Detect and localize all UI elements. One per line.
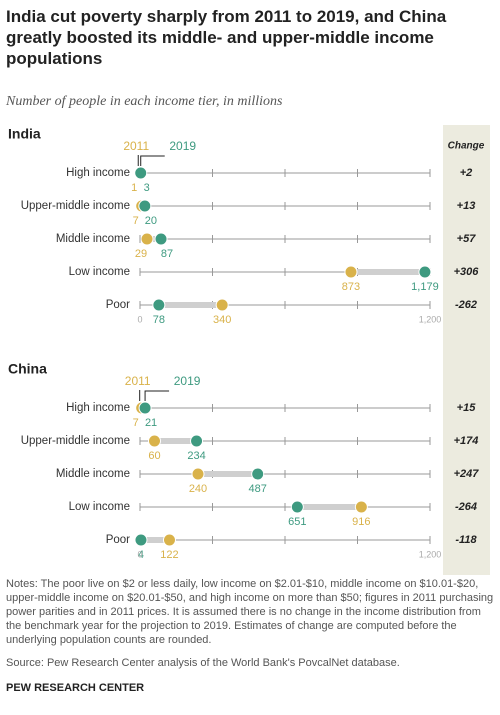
category-label: Low income	[69, 266, 130, 278]
category-label: Upper-middle income	[21, 200, 130, 212]
value-label: 234	[187, 450, 205, 462]
change-label: +2	[460, 167, 473, 179]
value-label: 20	[145, 215, 157, 227]
change-label: +306	[454, 266, 480, 278]
change-label: -262	[455, 299, 477, 311]
change-column	[443, 125, 490, 575]
dot	[251, 467, 265, 481]
range-bar	[147, 236, 162, 242]
chart-title: India	[8, 126, 41, 142]
value-label: 1,179	[411, 281, 439, 293]
legend-label: 2011	[125, 374, 151, 388]
category-label: Upper-middle income	[21, 435, 130, 447]
category-label: High income	[66, 402, 130, 414]
dot	[290, 500, 304, 514]
source: Source: Pew Research Center analysis of …	[6, 657, 400, 669]
value-label: 60	[148, 450, 160, 462]
value-label: 29	[135, 248, 147, 260]
legend-leader	[144, 390, 170, 401]
category-label: Middle income	[56, 468, 130, 480]
value-label: 873	[342, 281, 360, 293]
legend-label: 2019	[174, 374, 201, 388]
subtitle: Number of people in each income tier, in…	[6, 94, 283, 109]
value-label: 487	[249, 483, 267, 495]
value-label: 78	[153, 314, 165, 326]
dot	[162, 533, 176, 547]
category-label: High income	[66, 167, 130, 179]
credit: PEW RESEARCH CENTER	[6, 682, 145, 694]
value-label: 21	[145, 417, 157, 429]
legend-leader	[140, 155, 165, 166]
dot	[344, 265, 358, 279]
value-label: 4	[138, 549, 144, 561]
category-label: Middle income	[56, 233, 130, 245]
range-bar	[158, 302, 223, 308]
dot	[140, 232, 154, 246]
change-label: +57	[457, 233, 477, 245]
legend-label: 2019	[169, 139, 196, 153]
notes: Notes: The poor live on $2 or less daily…	[6, 578, 494, 646]
value-label: 87	[161, 248, 173, 260]
change-label: -264	[455, 501, 477, 513]
x-tick-label: 1,200	[419, 314, 442, 324]
x-tick-label: 0	[137, 549, 142, 559]
chart-title: China	[8, 361, 47, 377]
value-label: 7	[133, 417, 139, 429]
dot	[134, 533, 148, 547]
dot	[418, 265, 432, 279]
dot	[190, 434, 204, 448]
dot	[354, 500, 368, 514]
x-tick-label: 0	[137, 314, 142, 324]
range-bar	[198, 471, 258, 477]
dot	[215, 298, 229, 312]
category-label: Poor	[106, 299, 130, 311]
range-bar	[140, 537, 170, 543]
dot	[138, 401, 152, 415]
title: India cut poverty sharply from 2011 to 2…	[6, 7, 447, 68]
range-bar	[350, 269, 425, 275]
value-label: 1	[131, 182, 137, 194]
change-label: +15	[457, 402, 477, 414]
value-label: 916	[352, 516, 370, 528]
change-label: -118	[455, 534, 477, 546]
dot	[134, 166, 148, 180]
category-label: Low income	[69, 501, 130, 513]
change-label: +174	[454, 435, 479, 447]
range-bar	[154, 438, 197, 444]
dot	[191, 467, 205, 481]
value-label: 7	[133, 215, 139, 227]
change-label: +13	[457, 200, 476, 212]
value-label: 240	[189, 483, 207, 495]
dot	[138, 199, 152, 213]
range-bar	[297, 504, 362, 510]
value-label: 3	[144, 182, 150, 194]
dot	[148, 434, 161, 448]
change-header: Change	[448, 141, 485, 152]
value-label: 340	[213, 314, 231, 326]
change-label: +247	[454, 468, 480, 480]
x-tick-label: 1,200	[419, 549, 442, 559]
value-label: 122	[160, 549, 178, 561]
legend-label: 2011	[123, 139, 149, 153]
category-label: Poor	[106, 534, 130, 546]
dot	[152, 298, 166, 312]
dot	[154, 232, 168, 246]
value-label: 651	[288, 516, 306, 528]
